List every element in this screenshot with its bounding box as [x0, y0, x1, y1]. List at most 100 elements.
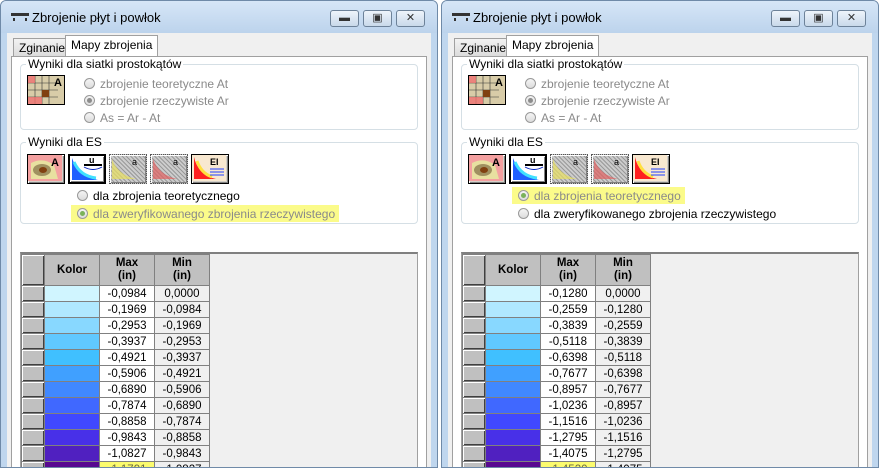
color-swatch[interactable]	[485, 333, 541, 350]
row-selector[interactable]	[21, 317, 45, 334]
min-cell[interactable]: -0,2953	[154, 333, 210, 350]
min-cell[interactable]: -1,1516	[595, 429, 651, 446]
min-cell[interactable]: -0,3937	[154, 349, 210, 366]
row-selector[interactable]	[21, 445, 45, 462]
radio-button-icon[interactable]	[77, 190, 88, 201]
radio-es-option-1[interactable]: dla zweryfikowanego zbrojenia rzeczywist…	[71, 205, 340, 222]
max-cell[interactable]: -1,1791	[99, 461, 155, 467]
radio-button-icon[interactable]	[518, 208, 529, 219]
minimize-button[interactable]: ▬	[771, 10, 800, 27]
color-swatch[interactable]	[44, 301, 100, 318]
crack-a-icon[interactable]: a	[109, 154, 147, 184]
tab-mapy-zbrojenia[interactable]: Mapy zbrojenia	[506, 35, 600, 56]
radio-button-icon[interactable]	[84, 112, 95, 123]
row-selector[interactable]	[21, 461, 45, 467]
max-cell[interactable]: -0,8858	[99, 413, 155, 430]
max-cell[interactable]: -0,5906	[99, 365, 155, 382]
color-swatch[interactable]	[44, 381, 100, 398]
min-cell[interactable]: -0,2559	[595, 317, 651, 334]
radio-button-icon[interactable]	[525, 95, 536, 106]
close-button[interactable]: ✕	[837, 10, 866, 27]
row-selector[interactable]	[462, 285, 486, 302]
color-swatch[interactable]	[485, 445, 541, 462]
min-cell[interactable]: -0,5118	[595, 349, 651, 366]
color-swatch[interactable]	[44, 413, 100, 430]
color-swatch[interactable]	[485, 397, 541, 414]
tab-zginanie[interactable]: Zginanie	[454, 38, 513, 56]
stiffness-EI-icon[interactable]: EI	[632, 154, 670, 184]
color-swatch[interactable]	[44, 333, 100, 350]
radio-button-icon[interactable]	[84, 95, 95, 106]
crack-a-alt-icon[interactable]: a	[150, 154, 188, 184]
color-swatch[interactable]	[44, 445, 100, 462]
color-swatch[interactable]	[485, 349, 541, 366]
color-swatch[interactable]	[44, 317, 100, 334]
min-cell[interactable]: -0,5906	[154, 381, 210, 398]
grid-map-A-icon[interactable]: A	[27, 75, 65, 105]
min-cell[interactable]: -0,1280	[595, 301, 651, 318]
close-button[interactable]: ✕	[396, 10, 425, 27]
radio-button-icon[interactable]	[525, 112, 536, 123]
row-selector[interactable]	[462, 429, 486, 446]
color-swatch[interactable]	[485, 285, 541, 302]
min-cell[interactable]: 0,0000	[595, 285, 651, 302]
header-selector[interactable]	[462, 254, 486, 286]
radio-es-option-0[interactable]: dla zbrojenia teoretycznego	[77, 187, 240, 204]
max-cell[interactable]: -1,2795	[540, 429, 596, 446]
deflection-u-icon[interactable]: u	[509, 154, 547, 184]
min-cell[interactable]: -0,1969	[154, 317, 210, 334]
max-cell[interactable]: -0,7874	[99, 397, 155, 414]
min-cell[interactable]: -0,7874	[154, 413, 210, 430]
row-selector[interactable]	[21, 397, 45, 414]
radio-grid-option-0[interactable]: zbrojenie teoretyczne At	[525, 75, 669, 92]
radio-grid-option-2[interactable]: As = Ar - At	[84, 109, 160, 126]
stiffness-EI-icon[interactable]: EI	[191, 154, 229, 184]
tab-zginanie[interactable]: Zginanie	[13, 38, 72, 56]
crack-a-icon[interactable]: a	[550, 154, 588, 184]
min-cell[interactable]: -0,7677	[595, 381, 651, 398]
row-selector[interactable]	[462, 317, 486, 334]
max-cell[interactable]: -1,4520	[540, 461, 596, 467]
color-swatch[interactable]	[44, 285, 100, 302]
color-swatch[interactable]	[485, 381, 541, 398]
row-selector[interactable]	[462, 413, 486, 430]
row-selector[interactable]	[462, 461, 486, 467]
row-selector[interactable]	[21, 285, 45, 302]
max-cell[interactable]: -0,7677	[540, 365, 596, 382]
radio-button-icon[interactable]	[525, 78, 536, 89]
crack-a-alt-icon[interactable]: a	[591, 154, 629, 184]
row-selector[interactable]	[462, 397, 486, 414]
color-swatch[interactable]	[485, 301, 541, 318]
color-swatch[interactable]	[44, 365, 100, 382]
min-cell[interactable]: -0,3839	[595, 333, 651, 350]
row-selector[interactable]	[462, 381, 486, 398]
max-cell[interactable]: -0,2953	[99, 317, 155, 334]
color-swatch[interactable]	[485, 317, 541, 334]
color-swatch[interactable]	[44, 397, 100, 414]
row-selector[interactable]	[21, 301, 45, 318]
max-cell[interactable]: -0,9843	[99, 429, 155, 446]
min-cell[interactable]: -1,0827	[154, 461, 210, 467]
color-swatch[interactable]	[44, 349, 100, 366]
max-cell[interactable]: -0,0984	[99, 285, 155, 302]
map-A-icon[interactable]: A	[468, 154, 506, 184]
max-cell[interactable]: -0,6398	[540, 349, 596, 366]
minimize-button[interactable]: ▬	[330, 10, 359, 27]
maximize-button[interactable]: ▣	[804, 10, 833, 27]
max-cell[interactable]: -1,0827	[99, 445, 155, 462]
row-selector[interactable]	[462, 365, 486, 382]
row-selector[interactable]	[462, 301, 486, 318]
radio-grid-option-0[interactable]: zbrojenie teoretyczne At	[84, 75, 228, 92]
min-cell[interactable]: -0,9843	[154, 445, 210, 462]
row-selector[interactable]	[21, 381, 45, 398]
row-selector[interactable]	[21, 349, 45, 366]
min-cell[interactable]: -1,2795	[595, 445, 651, 462]
min-cell[interactable]: -0,0984	[154, 301, 210, 318]
min-cell[interactable]: 0,0000	[154, 285, 210, 302]
min-cell[interactable]: -0,6398	[595, 365, 651, 382]
title-bar[interactable]: Zbrojenie płyt i powłok ▬ ▣ ✕	[442, 1, 878, 33]
row-selector[interactable]	[21, 429, 45, 446]
max-cell[interactable]: -1,1516	[540, 413, 596, 430]
max-cell[interactable]: -0,1280	[540, 285, 596, 302]
radio-button-icon[interactable]	[77, 208, 88, 219]
